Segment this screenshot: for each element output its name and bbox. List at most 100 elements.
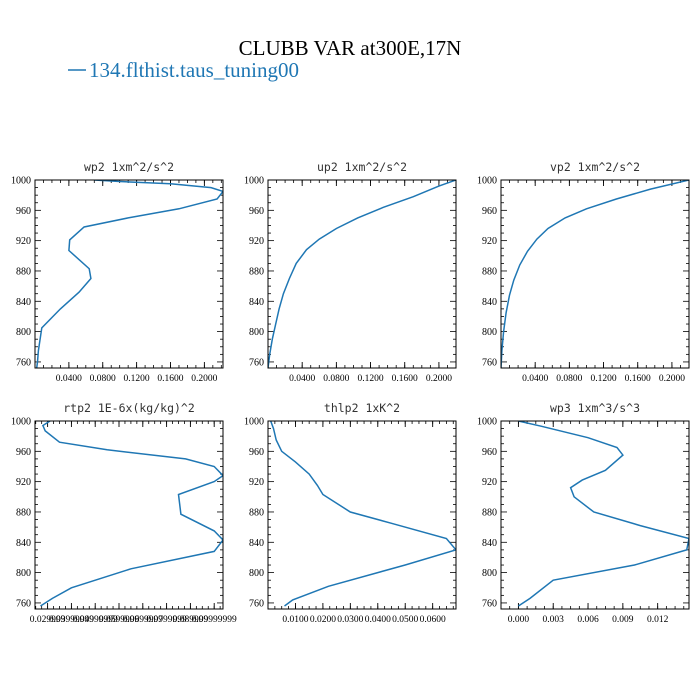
- y-tick-label: 920: [249, 236, 264, 247]
- y-tick-label: 760: [249, 598, 264, 609]
- plot-frame: [267, 420, 457, 610]
- y-tick-label: 1000: [477, 417, 497, 428]
- x-tick-label: 0.0699999: [123, 615, 164, 625]
- plot-frame: [34, 420, 224, 610]
- x-tick-label: 0.0799999: [146, 615, 187, 625]
- x-tick-label: 0.0200: [310, 615, 336, 625]
- subplot-title: up2 1xm^2/s^2: [317, 160, 407, 174]
- y-tick-label: 920: [482, 477, 497, 488]
- x-tick-label: 0.0500: [392, 615, 418, 625]
- y-tick-label: 760: [249, 357, 264, 368]
- y-tick-label: 800: [16, 327, 31, 338]
- y-tick-label: 920: [16, 236, 31, 247]
- x-tick-label: 0.0800: [323, 374, 349, 384]
- x-tick-label: 0.000: [508, 615, 530, 625]
- y-tick-label: 880: [16, 507, 31, 518]
- subplot-6: wp3 1xm^3/s^3 760 800 840 880 920 960 1000 0.000…: [477, 401, 690, 625]
- x-tick-label: 0.1600: [625, 374, 651, 384]
- y-tick-label: 800: [482, 327, 497, 338]
- series-line: [501, 180, 689, 368]
- series-line: [268, 180, 456, 368]
- x-tick-label: 0.1200: [357, 374, 383, 384]
- y-tick-label: 880: [482, 507, 497, 518]
- y-tick-label: 880: [16, 266, 31, 277]
- x-tick-label: 0.089999: [173, 615, 209, 625]
- plot-frame: [500, 179, 690, 369]
- x-tick-label: 0.04999999: [73, 615, 118, 625]
- y-tick-label: 840: [249, 297, 264, 308]
- y-tick-label: 760: [482, 357, 497, 368]
- y-tick-label: 1000: [244, 176, 264, 187]
- series-line: [35, 180, 223, 368]
- y-tick-label: 880: [249, 266, 264, 277]
- x-tick-label: 0.2000: [426, 374, 452, 384]
- x-tick-label: 0.0400: [56, 374, 82, 384]
- x-tick-label: 0.2000: [659, 374, 685, 384]
- x-tick-label: 0.009: [612, 615, 634, 625]
- x-tick-label: 0.1200: [124, 374, 150, 384]
- x-tick-label: 0.0600: [420, 615, 446, 625]
- x-tick-label: 0.1600: [392, 374, 418, 384]
- series-line: [269, 421, 456, 607]
- x-tick-label: 0.1600: [157, 374, 183, 384]
- subplot-title: rtp2 1E-6x(kg/kg)^2: [63, 401, 195, 415]
- y-tick-label: 840: [16, 538, 31, 549]
- y-tick-label: 880: [482, 266, 497, 277]
- x-tick-label: 0.003: [543, 615, 565, 625]
- y-tick-label: 760: [16, 357, 31, 368]
- x-tick-label: 0.006: [577, 615, 599, 625]
- y-tick-label: 840: [249, 538, 264, 549]
- y-tick-label: 960: [482, 447, 497, 458]
- series-line: [40, 421, 223, 607]
- x-tick-label: 0.0400: [289, 374, 315, 384]
- y-tick-label: 960: [482, 206, 497, 217]
- legend-label: 134.flthist.taus_tuning00: [89, 58, 299, 82]
- x-tick-label: 0.03999999: [49, 615, 94, 625]
- x-tick-label: 0.0400: [522, 374, 548, 384]
- y-tick-label: 800: [482, 568, 497, 579]
- x-tick-label: 0.0599999: [99, 615, 140, 625]
- subplot-title: wp2 1xm^2/s^2: [84, 160, 174, 174]
- y-tick-label: 920: [482, 236, 497, 247]
- subplot-4: rtp2 1E-6x(kg/kg)^2 760 800 840 880 920 960 100…: [11, 401, 237, 625]
- y-tick-label: 960: [16, 206, 31, 217]
- y-tick-label: 960: [249, 206, 264, 217]
- subplot-title: wp3 1xm^3/s^3: [550, 401, 640, 415]
- y-tick-label: 1000: [11, 417, 31, 428]
- subplot-2: up2 1xm^2/s^2 760 800 840 880 920 960 1000 0.040…: [244, 160, 457, 384]
- legend: 134.flthist.taus_tuning00: [68, 58, 299, 82]
- y-tick-label: 920: [16, 477, 31, 488]
- subplot-title: vp2 1xm^2/s^2: [550, 160, 640, 174]
- subplot-3: vp2 1xm^2/s^2 760 800 840 880 920 960 1000 0.040…: [477, 160, 690, 384]
- x-tick-label: 0.0300: [337, 615, 363, 625]
- y-tick-label: 840: [482, 297, 497, 308]
- y-tick-label: 960: [249, 447, 264, 458]
- y-tick-label: 800: [16, 568, 31, 579]
- x-tick-label: 0.029999: [30, 615, 66, 625]
- y-tick-label: 960: [16, 447, 31, 458]
- series-line: [517, 421, 689, 607]
- plot-frame: [500, 420, 690, 610]
- figure-title: CLUBB VAR at300E,17N: [239, 36, 462, 60]
- y-tick-label: 880: [249, 507, 264, 518]
- y-tick-label: 800: [249, 327, 264, 338]
- subplot-title: thlp2 1xK^2: [324, 401, 400, 415]
- y-tick-label: 800: [249, 568, 264, 579]
- y-tick-label: 1000: [11, 176, 31, 187]
- x-tick-label: 0.0800: [90, 374, 116, 384]
- y-tick-label: 1000: [244, 417, 264, 428]
- y-tick-label: 760: [16, 598, 31, 609]
- plot-frame: [267, 179, 457, 369]
- x-tick-label: 0.0100: [282, 615, 308, 625]
- y-tick-label: 840: [16, 297, 31, 308]
- x-tick-label: 0.2000: [191, 374, 217, 384]
- y-tick-label: 760: [482, 598, 497, 609]
- y-tick-label: 1000: [477, 176, 497, 187]
- x-tick-label: 0.0800: [556, 374, 582, 384]
- y-tick-label: 920: [249, 477, 264, 488]
- plot-frame: [34, 179, 224, 369]
- y-tick-label: 840: [482, 538, 497, 549]
- x-tick-label: 0.1200: [590, 374, 616, 384]
- x-tick-label: 0.0400: [365, 615, 391, 625]
